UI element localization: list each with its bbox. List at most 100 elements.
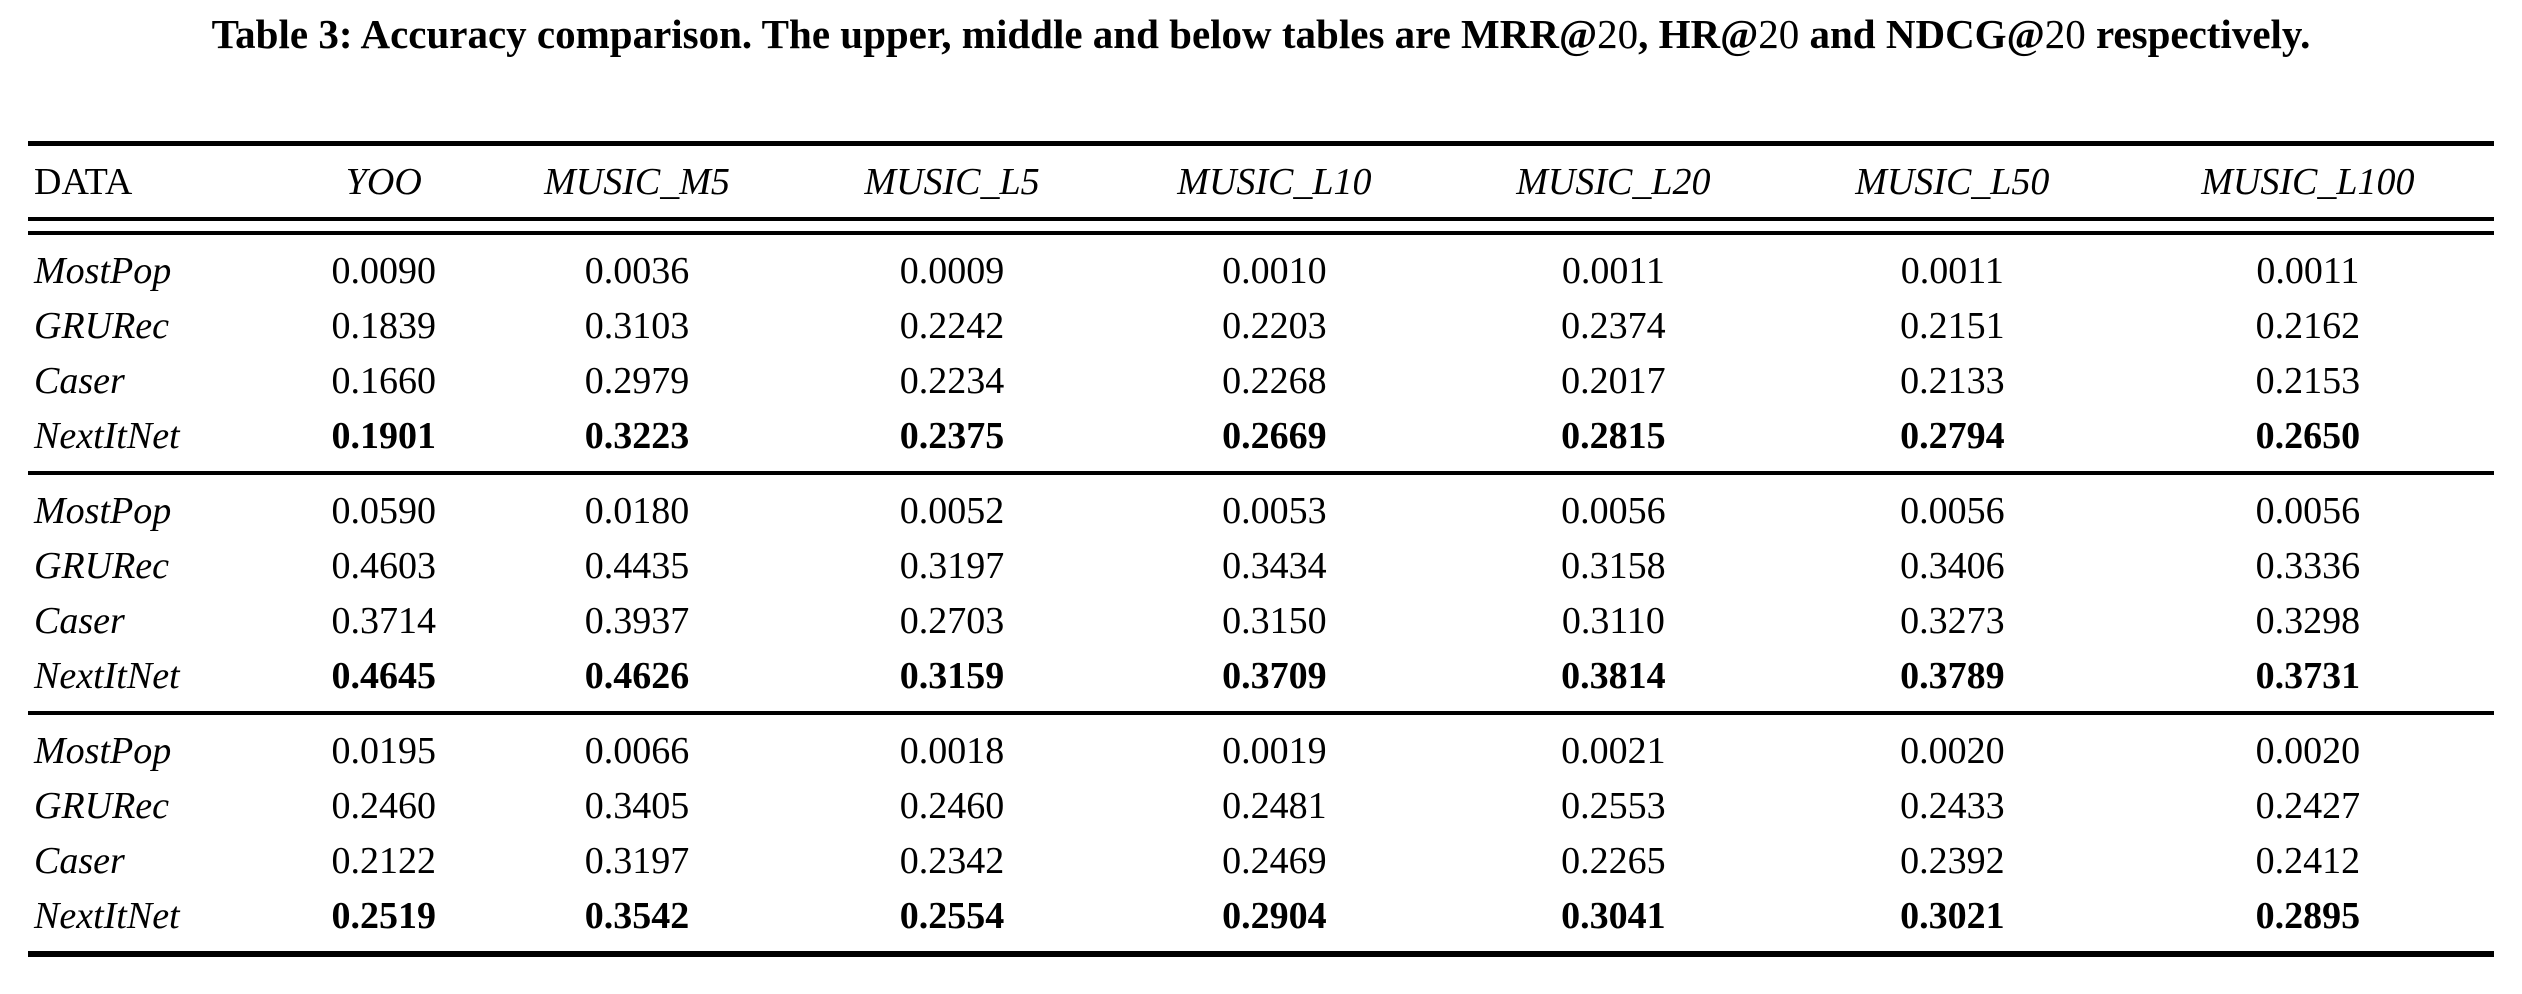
table-row: MostPop 0.0090 0.0036 0.0009 0.0010 0.0011 0.0… <box>28 233 2494 299</box>
value-cell: 0.2342 <box>899 840 1005 882</box>
value-cell: 0.2427 <box>2255 785 2361 827</box>
column-header-music_l10: MUSIC_L10 <box>1104 143 1444 221</box>
value-cell: 0.2460 <box>899 785 1005 827</box>
value-cell: 0.2412 <box>2255 840 2361 882</box>
header-double-rule-gap <box>28 219 2494 235</box>
value-cell: 0.3110 <box>1561 600 1665 642</box>
value-cell: 0.4645 <box>331 655 437 697</box>
value-cell: 0.3336 <box>2255 545 2361 587</box>
value-cell: 0.2433 <box>1900 785 2005 827</box>
value-cell: 0.3197 <box>584 840 690 882</box>
value-cell: 0.0056 <box>2121 471 2494 539</box>
header-row: DATA YOO MUSIC_M5 MUSIC_L5 MUSIC_L10 MUSIC_L2… <box>28 143 2494 221</box>
value-cell: 0.2554 <box>899 895 1005 937</box>
value-cell: 0.2122 <box>331 840 437 882</box>
value-cell: 0.0009 <box>899 250 1005 292</box>
value-cell: 0.0056 <box>1782 471 2122 539</box>
value-cell: 0.2703 <box>899 600 1005 642</box>
caption-segment: Table 3: Accuracy comparison. The upper,… <box>211 11 1598 57</box>
caption-segment: 20 <box>1597 11 1639 57</box>
table-row: MostPop 0.0195 0.0066 0.0018 0.0019 0.0021 0.0… <box>28 711 2494 779</box>
gap-cell <box>28 219 2494 235</box>
gap-row <box>28 219 2494 235</box>
model-name: GRURec <box>34 305 170 347</box>
table-row: GRURec 0.2460 0.3405 0.2460 0.2481 0.2553 0.24… <box>28 779 2494 834</box>
value-cell: 0.2669 <box>1222 415 1327 457</box>
value-cell: 0.2650 <box>2255 415 2361 457</box>
value-cell: 0.0036 <box>584 250 690 292</box>
column-header-music_l50: MUSIC_L50 <box>1782 143 2122 221</box>
value-cell: 0.2203 <box>1222 305 1327 347</box>
metric-section-ndcg-20: MostPop 0.0195 0.0066 0.0018 0.0019 0.0021 0.0… <box>28 711 2494 954</box>
value-cell: 0.2265 <box>1561 840 1666 882</box>
value-cell: 0.3406 <box>1900 545 2005 587</box>
metric-section-hr-20: MostPop 0.0590 0.0180 0.0052 0.0053 0.0056 0.0… <box>28 471 2494 713</box>
value-cell: 0.0052 <box>799 471 1105 539</box>
value-cell: 0.3158 <box>1561 545 1666 587</box>
value-cell: 0.1901 <box>331 415 437 457</box>
column-header-yoo: YOO <box>292 143 475 221</box>
value-cell: 0.2242 <box>899 305 1005 347</box>
model-name: GRURec <box>34 785 170 827</box>
value-cell: 0.3937 <box>584 600 690 642</box>
model-name: Caser <box>34 360 125 402</box>
value-cell: 0.3273 <box>1900 600 2005 642</box>
value-cell: 0.4626 <box>584 655 690 697</box>
model-name: GRURec <box>34 545 170 587</box>
value-cell: 0.0180 <box>474 471 800 539</box>
metric-section-mrr-20: MostPop 0.0090 0.0036 0.0009 0.0010 0.0011 0.0… <box>28 233 2494 473</box>
value-cell: 0.3103 <box>584 305 690 347</box>
value-cell: 0.2234 <box>899 360 1005 402</box>
model-name: MostPop <box>28 471 293 539</box>
value-cell: 0.3434 <box>1222 545 1327 587</box>
value-cell: 0.2375 <box>899 415 1005 457</box>
model-name: Caser <box>34 840 125 882</box>
model-name: NextItNet <box>34 895 180 937</box>
column-header-data: DATA <box>28 143 293 221</box>
model-name: NextItNet <box>34 415 180 457</box>
table-row: NextItNet 0.2519 0.3542 0.2554 0.2904 0.3041 0… <box>28 889 2494 954</box>
value-cell: 0.3041 <box>1561 895 1666 937</box>
value-cell: 0.1660 <box>331 360 437 402</box>
caption-segment: , HR@ <box>1638 11 1759 57</box>
value-cell: 0.2519 <box>331 895 437 937</box>
value-cell: 0.3223 <box>584 415 690 457</box>
table-row: Caser 0.2122 0.3197 0.2342 0.2469 0.2265 0.239… <box>28 834 2494 889</box>
value-cell: 0.0056 <box>1443 471 1783 539</box>
value-cell: 0.2794 <box>1900 415 2005 457</box>
table-row: GRURec 0.1839 0.3103 0.2242 0.2203 0.2374 0.21… <box>28 299 2494 354</box>
value-cell: 0.2481 <box>1222 785 1327 827</box>
value-cell: 0.0590 <box>292 471 475 539</box>
value-cell: 0.2017 <box>1561 360 1666 402</box>
model-name: Caser <box>34 600 125 642</box>
value-cell: 0.2979 <box>584 360 690 402</box>
value-cell: 0.3542 <box>584 895 690 937</box>
value-cell: 0.0020 <box>1782 711 2122 779</box>
caption-segment: respectively. <box>2085 11 2311 57</box>
value-cell: 0.3159 <box>899 655 1005 697</box>
value-cell: 0.2162 <box>2255 305 2361 347</box>
value-cell: 0.2268 <box>1222 360 1327 402</box>
caption-segment: and NDCG@ <box>1799 11 2045 57</box>
table-row: GRURec 0.4603 0.4435 0.3197 0.3434 0.3158 0.34… <box>28 539 2494 594</box>
value-cell: 0.2553 <box>1561 785 1666 827</box>
caption-segment: 20 <box>1758 11 1800 57</box>
value-cell: 0.4435 <box>584 545 690 587</box>
value-cell: 0.0020 <box>2121 711 2494 779</box>
table-row: NextItNet 0.4645 0.4626 0.3159 0.3709 0.3814 0… <box>28 649 2494 713</box>
value-cell: 0.3405 <box>584 785 690 827</box>
table-row: Caser 0.3714 0.3937 0.2703 0.3150 0.3110 0.327… <box>28 594 2494 649</box>
value-cell: 0.3197 <box>899 545 1005 587</box>
model-name: MostPop <box>34 250 172 292</box>
column-header-music_m5: MUSIC_M5 <box>474 143 800 221</box>
table-row: Caser 0.1660 0.2979 0.2234 0.2268 0.2017 0.213… <box>28 354 2494 409</box>
value-cell: 0.3709 <box>1222 655 1327 697</box>
value-cell: 0.0019 <box>1104 711 1444 779</box>
value-cell: 0.2460 <box>331 785 437 827</box>
value-cell: 0.0053 <box>1104 471 1444 539</box>
value-cell: 0.0021 <box>1443 711 1783 779</box>
column-header-music_l20: MUSIC_L20 <box>1443 143 1783 221</box>
caption-segment: 20 <box>2044 11 2086 57</box>
value-cell: 0.0090 <box>331 250 437 292</box>
value-cell: 0.2153 <box>2255 360 2361 402</box>
